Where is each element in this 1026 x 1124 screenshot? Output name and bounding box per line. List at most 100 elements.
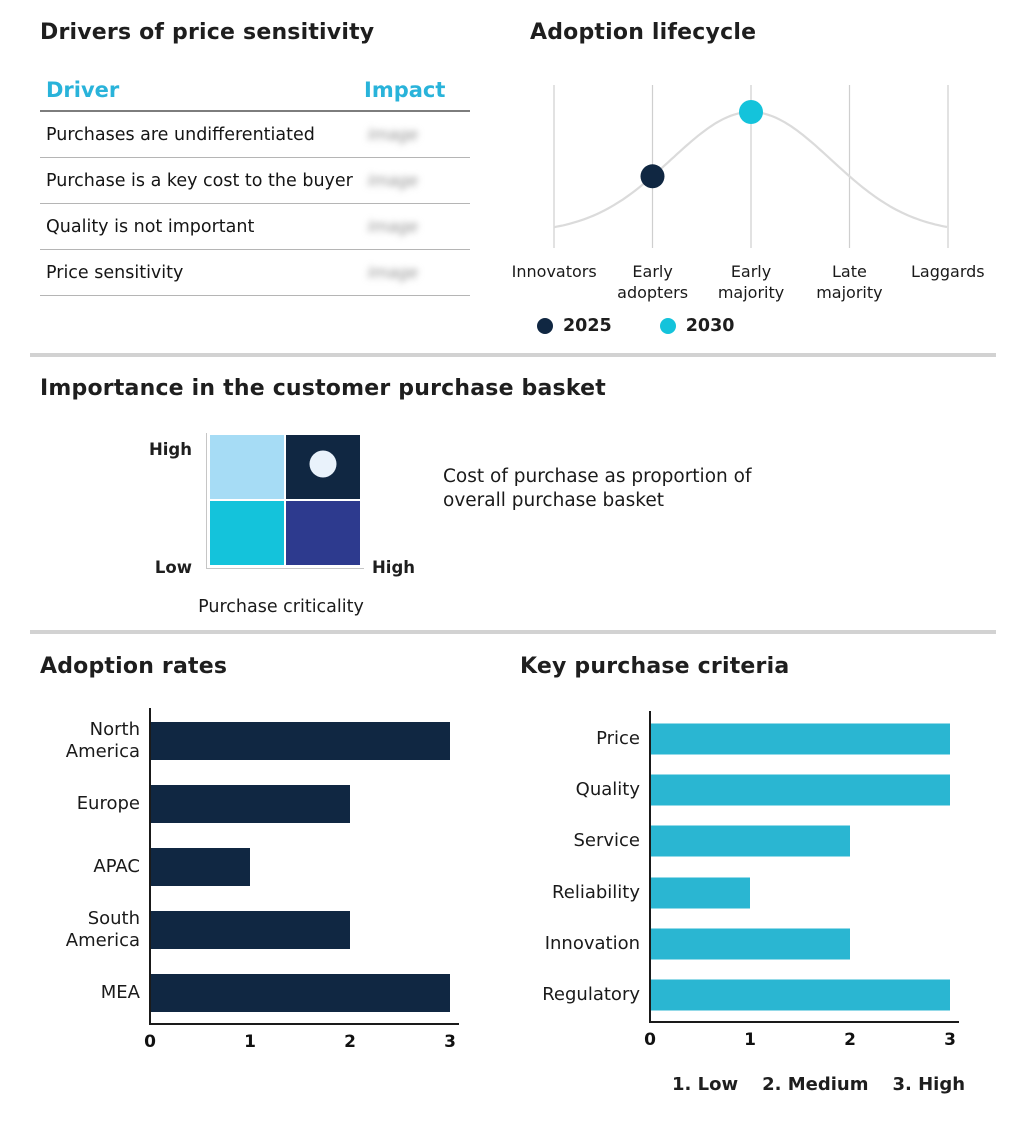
bar: [650, 979, 950, 1011]
lifecycle-legend: 2025 2030: [537, 316, 734, 336]
bar-category-label: South America: [65, 907, 140, 951]
bar-category-label: APAC: [93, 856, 140, 878]
bar-area: [650, 816, 956, 867]
driver-cell: Purchase is a key cost to the buyer: [46, 170, 353, 191]
drivers-table-header: Driver Impact: [40, 70, 470, 112]
adoption-rates-x-axis: [149, 1023, 459, 1025]
legend-label: 2025: [563, 316, 612, 336]
section-divider: [30, 630, 996, 634]
bar-row: Regulatory: [520, 970, 956, 1021]
lifecycle-category-label: Late majority: [816, 262, 883, 302]
bar-category-label: MEA: [100, 981, 140, 1003]
lifecycle-dot-2030: [739, 100, 763, 124]
bar-area: [650, 713, 956, 764]
basket-annotation: Cost of purchase as proportion of overal…: [443, 466, 752, 512]
bar-category-label: North America: [65, 719, 140, 763]
adoption-rates-title: Adoption rates: [40, 654, 228, 679]
driver-cell: Price sensitivity: [46, 262, 184, 283]
x-axis-tick-label: 1: [744, 1030, 756, 1050]
purchase-basket-matrix: [210, 435, 360, 565]
purchase-criteria-title: Key purchase criteria: [520, 654, 790, 679]
bar-row: Reliability: [520, 867, 956, 918]
bar-category-label: Quality: [575, 779, 640, 801]
quadrant-top-left: [210, 435, 284, 499]
basket-title: Importance in the customer purchase bask…: [40, 376, 606, 401]
section-divider: [30, 353, 996, 357]
bar: [650, 774, 950, 806]
x-axis-high-label: High: [372, 558, 416, 577]
legend-dot-icon: [537, 318, 553, 334]
x-axis-tick-label: 0: [144, 1032, 156, 1052]
driver-column-header: Driver: [46, 78, 120, 102]
legend-item-2030: 2030: [659, 316, 735, 336]
purchase-criteria-scale-note: 1. Low 2. Medium 3. High: [672, 1074, 965, 1095]
adoption-rates-chart: North America Europe APAC South America MEA: [40, 710, 456, 1024]
scale-note: 2. Medium: [762, 1074, 869, 1095]
x-axis-tick-label: 2: [844, 1030, 856, 1050]
matrix-x-axis-title: Purchase criticality: [198, 597, 364, 617]
bar-area: [150, 773, 456, 836]
bar-area: [650, 970, 956, 1021]
bar-area: [150, 961, 456, 1024]
purchase-criteria-chart: Price Quality Service Reliability Innovation…: [520, 713, 956, 1021]
quadrant-bottom-right: [286, 501, 360, 565]
bar-area: [650, 867, 956, 918]
bar-category-label: Regulatory: [542, 984, 640, 1006]
x-axis-tick-label: 2: [344, 1032, 356, 1052]
bar-area: [650, 918, 956, 969]
bar-area: [150, 710, 456, 773]
bar-category-label: Service: [573, 830, 640, 852]
quadrant-top-right: [286, 435, 360, 499]
driver-row: Purchases are undifferentiated Image: [40, 112, 470, 158]
driver-cell: Quality is not important: [46, 216, 255, 237]
lifecycle-dot-2025: [640, 164, 665, 189]
driver-row: Price sensitivity Image: [40, 250, 470, 296]
bar: [650, 723, 950, 755]
bar-row: Service: [520, 816, 956, 867]
impact-value-blurred: Image: [368, 171, 419, 190]
bar-row: MEA: [40, 961, 456, 1024]
impact-column-header: Impact: [364, 78, 446, 102]
bar: [650, 928, 850, 960]
bar-row: Innovation: [520, 918, 956, 969]
bar-category-label: Innovation: [544, 933, 640, 954]
bar: [150, 722, 450, 761]
x-axis-tick-label: 0: [644, 1030, 656, 1050]
bar: [650, 877, 750, 909]
x-axis-tick-label: 1: [244, 1032, 256, 1052]
bar: [150, 973, 450, 1012]
drivers-title: Drivers of price sensitivity: [40, 20, 375, 45]
x-axis-tick-label: 3: [944, 1030, 956, 1050]
bar-row: North America: [40, 710, 456, 773]
bar: [150, 847, 250, 886]
lifecycle-title: Adoption lifecycle: [530, 20, 757, 45]
drivers-table: Driver Impact Purchases are undifferenti…: [40, 70, 470, 296]
purchase-criteria-tick-labels: 0 1 2 3: [644, 1030, 960, 1052]
scale-note: 1. Low: [672, 1074, 739, 1095]
bar-row: Europe: [40, 773, 456, 836]
legend-item-2025: 2025: [537, 316, 612, 336]
adoption-rates-y-axis: [149, 708, 151, 1025]
driver-cell: Purchases are undifferentiated: [46, 124, 315, 145]
legend-label: 2030: [685, 316, 735, 336]
bar-row: Price: [520, 713, 956, 764]
y-axis-high-label: High: [148, 440, 192, 459]
bar: [150, 910, 350, 949]
lifecycle-category-label: Early majority: [717, 262, 785, 302]
y-axis-low-label: Low: [154, 558, 192, 577]
quadrant-bottom-left: [210, 501, 284, 565]
bar-category-label: Price: [596, 727, 640, 749]
lifecycle-bell-curve-chart: [553, 85, 949, 248]
matrix-axes: [206, 433, 364, 569]
position-marker-dot: [309, 450, 337, 478]
drivers-table-body: Purchases are undifferentiated Image Purch…: [40, 112, 470, 296]
bar: [150, 785, 350, 824]
scale-note: 3. High: [892, 1074, 966, 1095]
bar-category-label: Reliability: [552, 881, 640, 903]
bar-area: [150, 898, 456, 961]
bar-area: [650, 764, 956, 815]
bar-row: South America: [40, 898, 456, 961]
purchase-criteria-x-axis: [649, 1021, 959, 1023]
impact-value-blurred: Image: [368, 125, 419, 144]
